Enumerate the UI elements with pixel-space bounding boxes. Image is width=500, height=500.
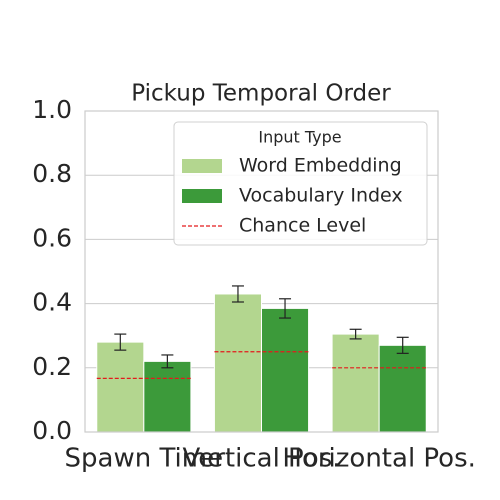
legend-title: Input Type (258, 128, 341, 147)
legend-label: Chance Level (239, 215, 366, 237)
bar (261, 307, 310, 433)
y-tick-label: 0.8 (32, 159, 72, 188)
bar (143, 360, 192, 433)
y-tick-label: 0.0 (32, 416, 72, 445)
legend-swatch (182, 159, 222, 173)
legend-label: Vocabulary Index (239, 185, 403, 207)
legend-box (173, 121, 428, 246)
y-tick-label: 0.6 (32, 223, 72, 252)
bar (96, 341, 145, 433)
plot-frame (84, 110, 439, 433)
bar (378, 344, 427, 433)
chart-title: Pickup Temporal Order (131, 81, 391, 107)
y-tick-label: 0.4 (32, 288, 72, 317)
legend-swatch (182, 189, 222, 203)
y-tick-label: 1.0 (32, 95, 72, 124)
bar (331, 333, 380, 433)
x-tick-label: Horizontal Pos. (282, 444, 476, 474)
y-tick-label: 0.2 (32, 352, 72, 381)
x-tick-label: Spawn Time (65, 444, 224, 474)
legend-label: Word Embedding (239, 155, 402, 177)
bar (213, 293, 262, 433)
x-tick-label: Vertical Pos. (182, 444, 340, 474)
